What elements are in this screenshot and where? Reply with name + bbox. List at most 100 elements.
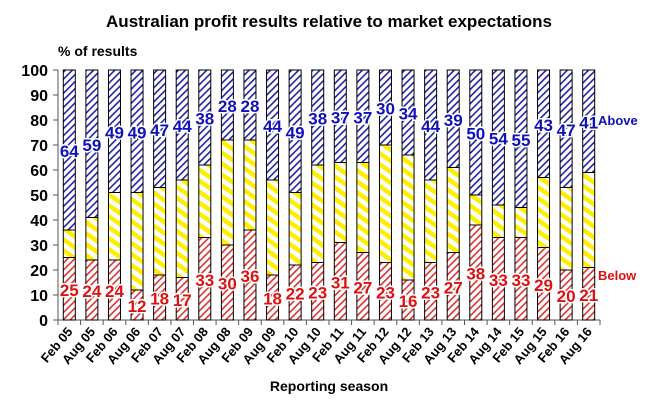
data-label: 28 [218, 97, 237, 116]
data-label: 44 [263, 117, 282, 136]
data-label: 44 [421, 117, 440, 136]
data-label: 59 [82, 136, 101, 155]
data-label: 23 [421, 283, 440, 302]
bar-segment-in-line [514, 207, 528, 238]
data-label: 25 [60, 281, 79, 300]
data-label: 47 [557, 121, 576, 140]
bar-segment-above [175, 69, 189, 181]
data-label: 49 [128, 123, 147, 142]
bar-segment-in-line [333, 162, 347, 243]
bar-segment-above [85, 69, 99, 218]
bar-segment-in-line [198, 164, 212, 238]
bar-segment-above [378, 69, 392, 146]
data-label: 33 [489, 271, 508, 290]
data-label: 38 [308, 110, 327, 129]
bar-segment-in-line [288, 192, 302, 266]
bar-segment-above [107, 69, 121, 193]
bar-segment-above [401, 69, 415, 156]
data-label: 12 [128, 297, 147, 316]
data-label: 22 [286, 285, 305, 304]
data-label: 34 [399, 105, 418, 124]
bar-segment-above [559, 69, 573, 188]
bar-segment-in-line [175, 179, 189, 278]
bar-segment-above [333, 69, 347, 163]
data-label: 54 [489, 130, 508, 149]
data-label: 30 [218, 275, 237, 294]
data-label: 16 [399, 292, 418, 311]
data-label: 39 [444, 111, 463, 130]
y-tick-label: 40 [30, 213, 48, 230]
data-label: 38 [466, 265, 485, 284]
bar-segment-above [153, 69, 167, 188]
data-label: 30 [376, 100, 395, 119]
bar-segment-in-line [446, 167, 460, 253]
bar-segment-above [288, 69, 302, 193]
data-label: 17 [173, 291, 192, 310]
bar-segment-in-line [559, 187, 573, 271]
data-label: 23 [376, 283, 395, 302]
data-label: 37 [353, 108, 372, 127]
data-label: 23 [308, 283, 327, 302]
bar-segment-above [491, 69, 505, 206]
bar-segment-above [469, 69, 483, 196]
y-tick-label: 50 [30, 188, 48, 205]
chart-title: Australian profit results relative to ma… [106, 12, 552, 31]
data-label: 24 [105, 282, 124, 301]
bar-segment-above [356, 69, 370, 163]
bar-segment-in-line [62, 229, 76, 258]
y-tick-label: 90 [30, 88, 48, 105]
bar-segment-in-line [491, 204, 505, 238]
y-tick-label: 10 [30, 288, 48, 305]
y-tick-label: 60 [30, 163, 48, 180]
data-label: 24 [82, 282, 101, 301]
bar-segment-in-line [401, 154, 415, 281]
data-label: 55 [511, 131, 530, 150]
bar-segment-above [537, 69, 551, 178]
bar-segment-above [198, 69, 212, 166]
bar-segment-above [311, 69, 325, 166]
data-label: 36 [240, 267, 259, 286]
bar-segment-above [266, 69, 280, 181]
bar-segment-in-line [266, 179, 280, 276]
bar-segment-in-line [130, 192, 144, 291]
bar-segment-above [514, 69, 528, 208]
data-label: 37 [331, 108, 350, 127]
data-label: 18 [263, 290, 282, 309]
data-label: 21 [579, 286, 598, 305]
data-label: 47 [150, 121, 169, 140]
y-tick-label: 80 [30, 113, 48, 130]
data-label: 27 [353, 278, 372, 297]
bar-segment-above [582, 69, 596, 173]
data-label: 50 [466, 125, 485, 144]
data-label: 27 [444, 278, 463, 297]
data-label: 18 [150, 290, 169, 309]
bar-segment-in-line [378, 144, 392, 263]
data-label: 20 [557, 287, 576, 306]
data-label: 29 [534, 276, 553, 295]
bar-segment-above [130, 69, 144, 193]
data-label: 41 [579, 113, 598, 132]
legend-label-below: Below [598, 268, 637, 283]
data-label: 49 [286, 123, 305, 142]
bar-segment-in-line [153, 187, 167, 276]
bar-segment-above [62, 69, 76, 231]
y-axis-label: % of results [58, 43, 138, 59]
bar-segment-in-line [243, 139, 257, 231]
data-label: 64 [60, 142, 79, 161]
bar-segment-in-line [107, 192, 121, 261]
bar-segment-in-line [469, 194, 483, 226]
data-label: 33 [511, 271, 530, 290]
data-label: 38 [195, 110, 214, 129]
data-label: 28 [240, 97, 259, 116]
y-tick-label: 0 [39, 313, 48, 330]
bar-segment-above [220, 69, 234, 141]
data-label: 49 [105, 123, 124, 142]
bar-segment-in-line [582, 172, 596, 268]
x-axis-label: Reporting season [270, 378, 388, 394]
bar-segment-in-line [85, 217, 99, 261]
bar-segment-in-line [220, 139, 234, 246]
data-label: 44 [173, 117, 192, 136]
y-tick-label: 30 [30, 238, 48, 255]
bar-segment-in-line [424, 179, 438, 263]
